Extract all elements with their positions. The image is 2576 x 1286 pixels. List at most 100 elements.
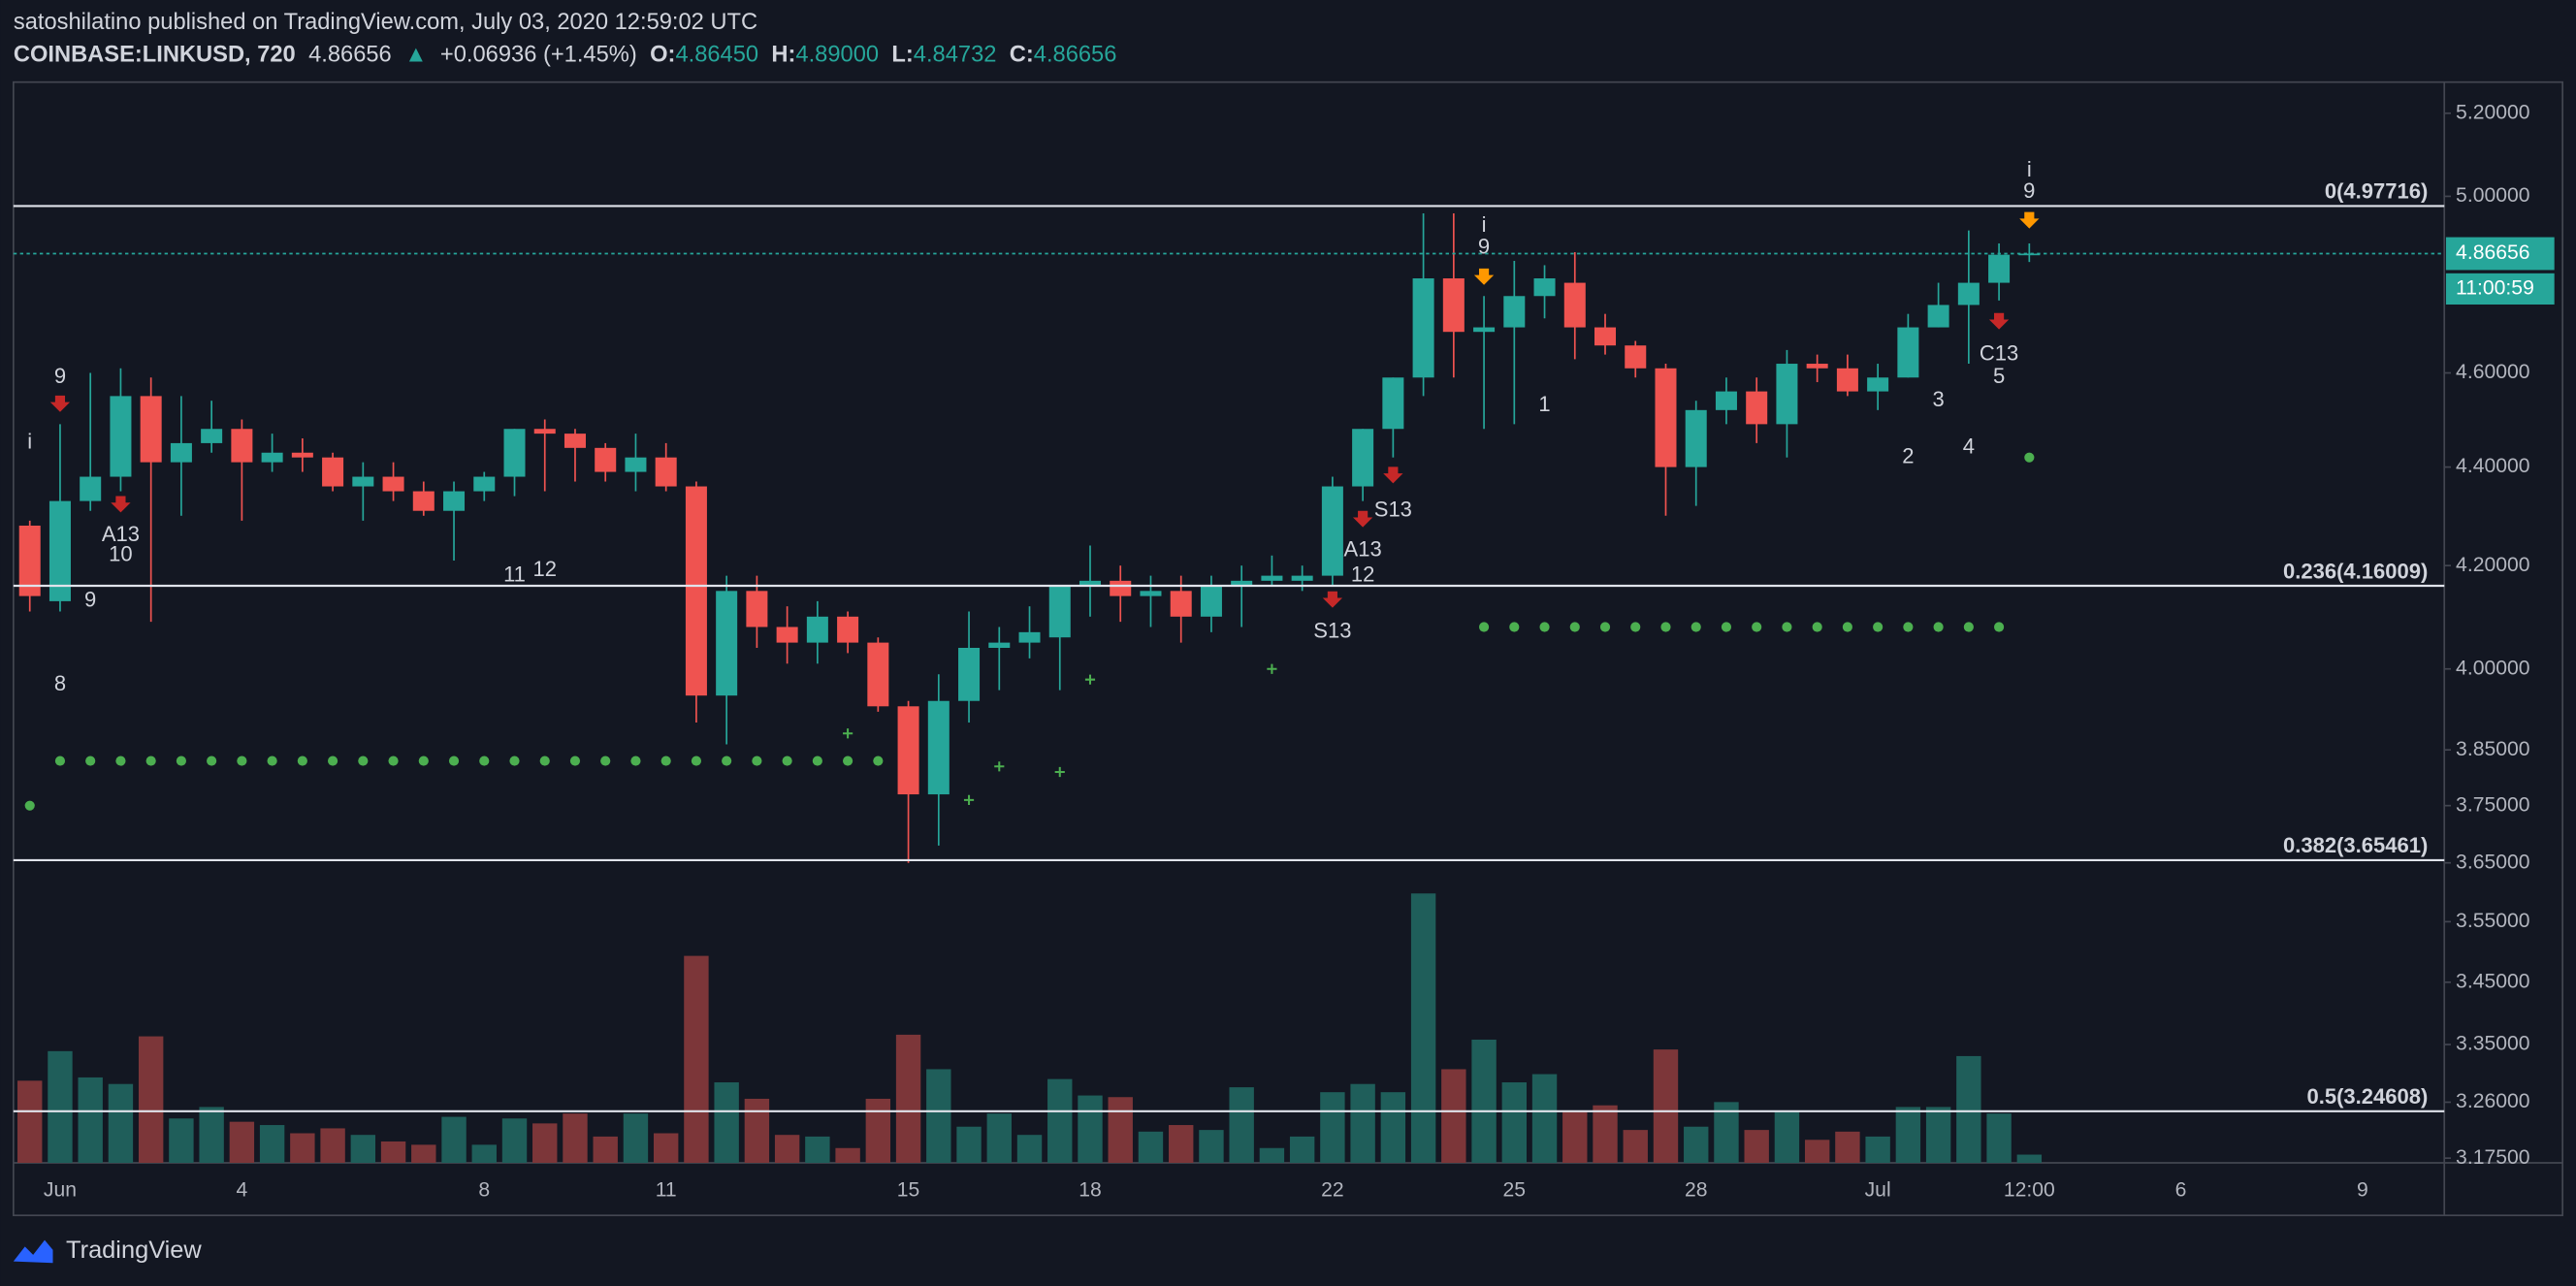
volume-bar (1684, 1126, 1709, 1163)
signal-dot (660, 756, 671, 766)
volume-bar (653, 1133, 679, 1163)
y-tick-label: 3.17500 (2456, 1146, 2529, 1169)
candle-body (18, 525, 41, 596)
volume-bar (1774, 1111, 1800, 1163)
ohlc-value: 4.86450 (675, 43, 758, 68)
candle-body (2018, 253, 2041, 256)
signal-dot (843, 756, 853, 766)
volume-bar (1350, 1083, 1375, 1163)
volume-bar (744, 1098, 770, 1163)
brand: TradingView (66, 1237, 202, 1264)
signal-cross (843, 728, 853, 739)
signal-dot (388, 756, 399, 766)
ohlc-key: L: (891, 43, 913, 68)
candle-body (382, 476, 404, 492)
volume-bar (986, 1113, 1012, 1163)
last-price-badge (2445, 237, 2555, 271)
signal-dot (1994, 622, 2005, 632)
signal-label: 9 (84, 588, 96, 612)
candle-body (1048, 586, 1071, 638)
signal-dot (237, 756, 247, 766)
candle-body (806, 616, 828, 643)
signal-label: 10 (109, 542, 132, 566)
candle-body (1170, 591, 1192, 617)
candle-body (988, 642, 1011, 649)
price: 4.86656 (308, 43, 392, 68)
volume-bar (259, 1125, 285, 1163)
candle-body (533, 429, 556, 434)
volume-bar (1410, 893, 1436, 1163)
volume-bar (1865, 1136, 1890, 1163)
signal-cross (1054, 766, 1065, 778)
candle-body (291, 452, 313, 458)
volume-bar (1047, 1078, 1073, 1163)
y-tick-label: 3.65000 (2456, 851, 2529, 873)
volume-bar (108, 1083, 134, 1163)
y-tick-label: 3.35000 (2456, 1033, 2529, 1055)
y-tick-label: 4.40000 (2456, 455, 2529, 477)
ohlc-key: C: (1010, 43, 1034, 68)
candle-body (1685, 409, 1707, 467)
volume-bar (1016, 1135, 1043, 1163)
symbol-line: COINBASE:LINKUSD, 720 4.86656 ▲ +0.06936… (14, 43, 1117, 68)
candle-body (1563, 282, 1586, 328)
candle-body (1655, 368, 1677, 467)
signal-dot (267, 756, 277, 766)
volume-bar (1078, 1095, 1103, 1163)
signal-dot (1752, 622, 1762, 632)
x-tick-label: Jul (1865, 1178, 1891, 1201)
candle-body (1321, 486, 1343, 576)
volume-bar (1229, 1087, 1254, 1163)
candle-body (867, 642, 889, 707)
signal-label: 2 (1902, 444, 1914, 468)
candle-body (170, 442, 192, 463)
x-tick-label: 11 (656, 1178, 677, 1201)
candle-body (1291, 575, 1313, 581)
candle-body (1594, 327, 1617, 346)
candle-body (352, 476, 374, 487)
signal-cross (1084, 674, 1096, 685)
x-tick-label: 18 (1079, 1178, 1102, 1201)
ohlc-value: 4.84732 (914, 43, 997, 68)
signal-dot (1873, 622, 1884, 632)
candle-body (1382, 377, 1404, 430)
signal-label: C13 (1980, 340, 2018, 365)
candle-body (837, 616, 859, 643)
signal-label: S13 (1374, 498, 1412, 522)
volume-bar (1593, 1105, 1618, 1163)
volume-bar (48, 1050, 73, 1163)
candle-body (958, 648, 981, 701)
signal-dot (328, 756, 338, 766)
candle-body (473, 476, 496, 492)
y-tick-label: 3.45000 (2456, 970, 2529, 992)
volume-bar (532, 1123, 558, 1163)
y-tick-label: 4.00000 (2456, 657, 2529, 679)
candle-body (927, 700, 950, 795)
candle-body (48, 500, 71, 601)
candle-body (776, 627, 798, 643)
signal-dot (85, 756, 96, 766)
signal-dot (1933, 622, 1944, 632)
volume-bar (17, 1080, 43, 1163)
candle-body (110, 396, 132, 477)
signal-dot (479, 756, 490, 766)
volume-bar (1804, 1140, 1830, 1163)
volume-bar (1108, 1097, 1133, 1163)
change-arrow: ▲ (404, 43, 427, 68)
volume-bar (895, 1034, 921, 1163)
signal-dot (1539, 622, 1550, 632)
candle-body (1897, 327, 1919, 378)
candle-body (1836, 368, 1858, 392)
volume-bar (684, 955, 709, 1163)
signal-label: 12 (532, 557, 556, 581)
candle-body (1715, 391, 1737, 410)
candle-body (1957, 282, 1980, 305)
ohlc-value: 4.89000 (795, 43, 879, 68)
y-tick-label: 4.60000 (2456, 361, 2529, 383)
candle-body (564, 434, 586, 448)
candle-body (1231, 580, 1253, 587)
signal-dot (1509, 622, 1520, 632)
countdown-label: 11:00:59 (2456, 277, 2534, 300)
volume-bar (805, 1136, 830, 1163)
